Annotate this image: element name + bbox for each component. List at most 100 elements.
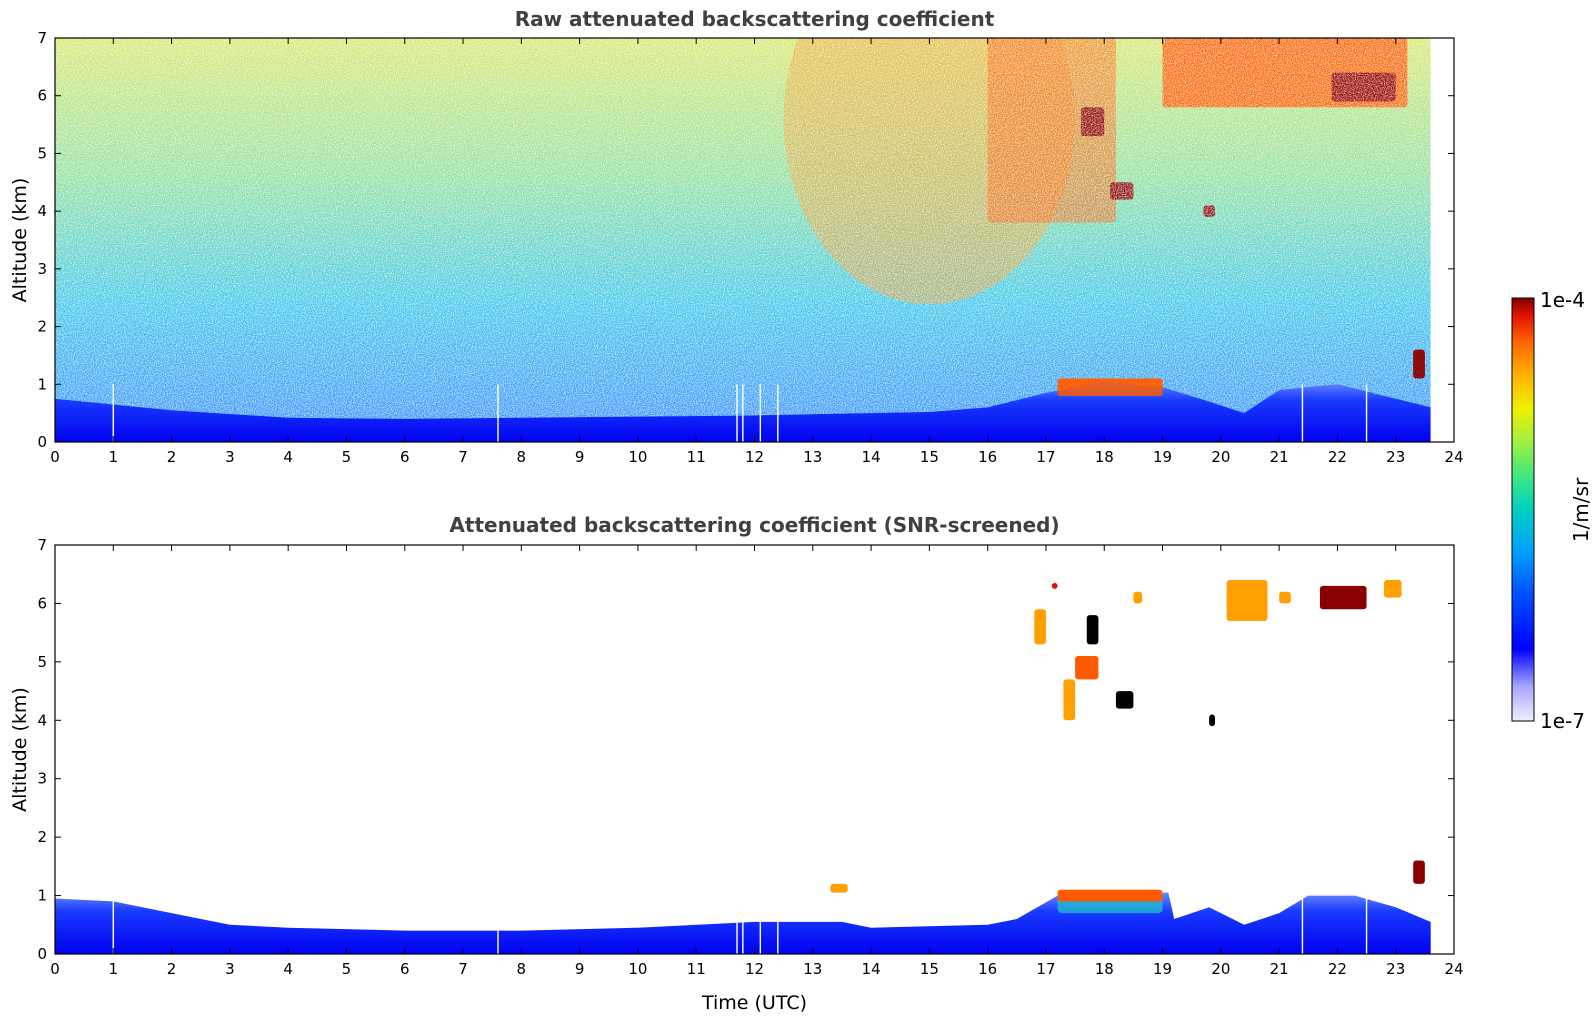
raw-noise-speckle (55, 38, 1431, 442)
x-tick-label: 23 (1386, 448, 1405, 466)
x-tick-label: 2 (167, 960, 177, 978)
x-tick-label: 22 (1328, 960, 1347, 978)
x-tick-label: 2 (167, 448, 177, 466)
x-tick-label: 11 (687, 448, 706, 466)
screened-panel-title: Attenuated backscattering coefficient (S… (449, 513, 1059, 537)
raw-panel: Raw attenuated backscattering coefficien… (9, 7, 1464, 466)
screened-cloud-feature (1034, 609, 1046, 645)
x-tick-label: 3 (225, 960, 235, 978)
x-tick-label: 4 (283, 960, 293, 978)
x-tick-label: 1 (109, 960, 119, 978)
x-tick-label: 20 (1211, 960, 1230, 978)
x-tick-label: 0 (50, 448, 60, 466)
x-tick-label: 8 (517, 960, 527, 978)
screened-cloud-feature (1057, 889, 1163, 902)
y-tick-label: 2 (37, 828, 47, 846)
x-tick-label: 7 (458, 448, 468, 466)
x-tick-label: 9 (575, 960, 585, 978)
raw-panel-title: Raw attenuated backscattering coefficien… (515, 7, 995, 31)
screened-cloud-feature (1209, 714, 1216, 727)
x-tick-label: 22 (1328, 448, 1347, 466)
x-tick-label: 24 (1444, 960, 1463, 978)
y-tick-label: 5 (37, 144, 47, 162)
y-tick-label: 4 (37, 202, 47, 220)
x-tick-label: 0 (50, 960, 60, 978)
x-tick-label: 15 (920, 448, 939, 466)
x-tick-label: 19 (1153, 960, 1172, 978)
x-tick-label: 12 (745, 448, 764, 466)
colorbar: 1e-4 1e-7 1/m/sr (1511, 288, 1593, 733)
x-tick-label: 21 (1270, 448, 1289, 466)
y-tick-label: 1 (37, 375, 47, 393)
y-tick-label: 2 (37, 318, 47, 336)
screened-cloud-feature (1086, 615, 1099, 645)
x-tick-label: 13 (803, 448, 822, 466)
x-tick-label: 23 (1386, 960, 1405, 978)
x-tick-label: 14 (862, 448, 881, 466)
y-tick-label: 0 (37, 945, 47, 963)
x-tick-label: 11 (687, 960, 706, 978)
screened-cloud-feature (1133, 591, 1143, 604)
screened-cloud-feature (1279, 591, 1291, 604)
raw-x-axis: 0 1 2 3 4 5 6 7 8 9 10 11 12 13 14 15 16 17 18 19 20 21 22 23 24 (50, 38, 1464, 466)
screened-cloud-feature (830, 883, 848, 893)
x-tick-label: 13 (803, 960, 822, 978)
screened-cloud-feature (1051, 582, 1058, 589)
x-tick-label: 16 (978, 960, 997, 978)
raw-low-cloud (1413, 349, 1425, 379)
x-tick-label: 14 (862, 960, 881, 978)
y-tick-label: 1 (37, 887, 47, 905)
colorbar-min-label: 1e-7 (1540, 709, 1585, 733)
y-tick-label: 4 (37, 711, 47, 729)
raw-y-axis: 0 1 2 3 4 5 6 7 (37, 29, 1454, 451)
x-tick-label: 10 (628, 960, 647, 978)
y-tick-label: 6 (37, 594, 47, 612)
screened-x-axis-label: Time (UTC) (701, 992, 807, 1014)
x-tick-label: 18 (1095, 960, 1114, 978)
x-tick-label: 17 (1036, 448, 1055, 466)
screened-y-axis-label: Altitude (km) (9, 687, 31, 812)
x-tick-label: 10 (628, 448, 647, 466)
x-tick-label: 6 (400, 448, 410, 466)
y-tick-label: 0 (37, 433, 47, 451)
x-tick-label: 5 (342, 448, 352, 466)
x-tick-label: 6 (400, 960, 410, 978)
colorbar-scale (1511, 297, 1535, 722)
colorbar-max-label: 1e-4 (1540, 288, 1585, 312)
x-tick-label: 17 (1036, 960, 1055, 978)
y-tick-label: 7 (37, 29, 47, 47)
screened-cloud-feature (1384, 580, 1402, 598)
x-tick-label: 19 (1153, 448, 1172, 466)
screened-panel: Attenuated backscattering coefficient (S… (9, 513, 1464, 1014)
x-tick-label: 1 (109, 448, 119, 466)
x-tick-label: 9 (575, 448, 585, 466)
x-tick-label: 12 (745, 960, 764, 978)
raw-boundary-layer (55, 381, 1431, 442)
screened-cloud-feature (1413, 860, 1425, 884)
x-tick-label: 5 (342, 960, 352, 978)
y-tick-label: 6 (37, 87, 47, 105)
raw-low-cloud (1057, 378, 1163, 396)
screened-cloud-feature (1063, 679, 1076, 721)
screened-heatmap (55, 580, 1431, 954)
screened-y-axis: 0 1 2 3 4 5 6 7 (37, 536, 1454, 963)
x-tick-label: 16 (978, 448, 997, 466)
colorbar-units-label: 1/m/sr (1569, 477, 1593, 542)
y-tick-label: 3 (37, 770, 47, 788)
raw-no-data-region (1430, 38, 1454, 442)
raw-heatmap (55, 38, 1454, 442)
x-tick-label: 21 (1270, 960, 1289, 978)
x-tick-label: 24 (1444, 448, 1463, 466)
screened-cloud-feature (1319, 585, 1367, 610)
screened-cloud-feature (1115, 691, 1134, 709)
screened-cloud-feature (1075, 656, 1099, 680)
x-tick-label: 18 (1095, 448, 1114, 466)
screened-x-axis: 0 1 2 3 4 5 6 7 8 9 10 11 12 13 14 15 16 17 18 19 20 21 22 23 24 (50, 545, 1464, 978)
raw-y-axis-label: Altitude (km) (9, 178, 31, 303)
x-tick-label: 15 (920, 960, 939, 978)
y-tick-label: 7 (37, 536, 47, 554)
x-tick-label: 7 (458, 960, 468, 978)
x-tick-label: 4 (283, 448, 293, 466)
screened-cloud-feature (1226, 580, 1268, 621)
